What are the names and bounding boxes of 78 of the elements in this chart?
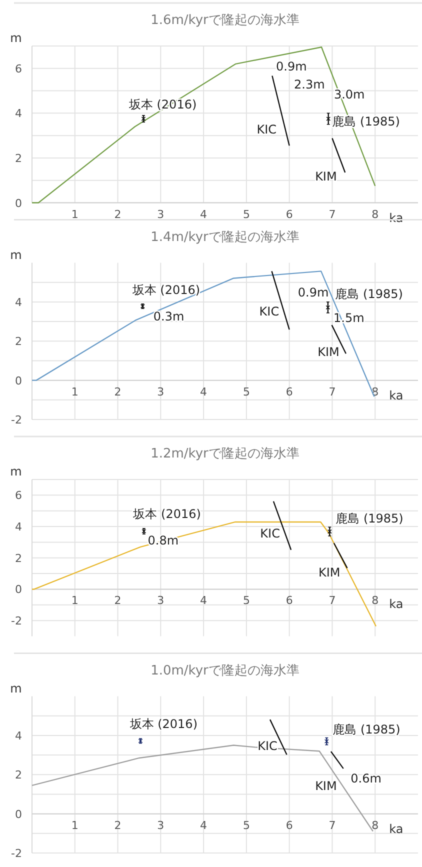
y-tick-label: 4 bbox=[15, 729, 22, 742]
y-tick-label: -2 bbox=[11, 414, 22, 426]
x-tick-label: 7 bbox=[328, 208, 336, 221]
chart-title: 1.2m/kyrで隆起の海水準 bbox=[150, 446, 300, 462]
x-tick-label: 3 bbox=[157, 208, 164, 221]
x-tick-label: 6 bbox=[286, 818, 293, 832]
y-tick-label: 2 bbox=[15, 552, 22, 565]
y-axis-title: m bbox=[10, 248, 22, 262]
x-tick-label: 2 bbox=[114, 594, 122, 608]
series-label: KIC bbox=[258, 738, 278, 753]
annotation: 0.3m bbox=[153, 309, 184, 324]
series-label: 坂本 (2016) bbox=[132, 506, 201, 521]
series-label: KIM bbox=[315, 169, 337, 184]
y-tick-label: 0 bbox=[15, 583, 22, 596]
annotation: 0.6m bbox=[350, 771, 382, 786]
x-tick-label: 7 bbox=[328, 594, 336, 608]
x-tick-label: 5 bbox=[242, 208, 250, 221]
y-tick-label: 4 bbox=[15, 296, 22, 309]
x-tick-label: 6 bbox=[286, 208, 293, 221]
annotation: 0.9m bbox=[298, 285, 329, 300]
x-tick-label: 2 bbox=[114, 208, 122, 221]
y-tick-label: 6 bbox=[15, 489, 22, 502]
y-tick-label: 0 bbox=[15, 196, 22, 210]
x-tick-label: 8 bbox=[372, 594, 379, 608]
x-tick-label: 6 bbox=[286, 594, 293, 608]
series-label: KIC bbox=[260, 526, 280, 541]
y-tick-label: 2 bbox=[15, 768, 22, 782]
x-tick-label: 4 bbox=[200, 818, 208, 832]
annotation: 2.3m bbox=[294, 78, 325, 92]
series-label: 鹿島 (1985) bbox=[336, 511, 404, 526]
x-tick-label: 2 bbox=[114, 385, 122, 398]
y-tick-label: 6 bbox=[15, 62, 22, 76]
y-tick-label: 0 bbox=[15, 374, 22, 388]
series-label: 坂本 (2016) bbox=[131, 283, 200, 298]
series-label: KIM bbox=[318, 344, 340, 359]
x-axis-title: ka bbox=[389, 597, 404, 612]
x-tick-label: 1 bbox=[71, 594, 78, 608]
y-tick-label: 0 bbox=[15, 808, 22, 821]
series-label: 鹿島 (1985) bbox=[335, 287, 403, 302]
x-tick-label: 5 bbox=[242, 818, 250, 832]
x-axis-title: ka bbox=[389, 388, 404, 402]
x-tick-label: 8 bbox=[372, 208, 379, 221]
y-tick-label: 4 bbox=[15, 520, 22, 534]
x-tick-label: 5 bbox=[242, 385, 250, 398]
x-tick-label: 3 bbox=[157, 818, 164, 832]
x-tick-label: 5 bbox=[242, 594, 250, 608]
y-axis-title: m bbox=[10, 681, 22, 696]
series-label: KIM bbox=[315, 779, 337, 794]
x-tick-label: 1 bbox=[71, 385, 78, 398]
x-tick-label: 3 bbox=[157, 385, 164, 398]
x-tick-label: 4 bbox=[200, 385, 208, 398]
x-tick-label: 7 bbox=[328, 385, 336, 398]
x-tick-label: 3 bbox=[157, 594, 164, 608]
series-label: 坂本 (2016) bbox=[128, 716, 198, 731]
x-tick-label: 4 bbox=[200, 208, 208, 221]
y-tick-label: 2 bbox=[15, 152, 22, 165]
chart-title: 1.4m/kyrで隆起の海水準 bbox=[150, 230, 300, 245]
x-tick-label: 1 bbox=[71, 818, 78, 832]
y-tick-label: -2 bbox=[11, 614, 22, 628]
x-tick-label: 7 bbox=[328, 818, 336, 832]
x-tick-label: 8 bbox=[372, 818, 379, 832]
series-label: KIC bbox=[259, 304, 280, 319]
y-tick-label: 4 bbox=[15, 107, 22, 120]
annotation: 0.9m bbox=[276, 60, 307, 74]
x-tick-label: 2 bbox=[114, 818, 122, 832]
series-label: KIM bbox=[318, 566, 340, 580]
y-tick-label: 2 bbox=[15, 335, 22, 348]
series-label: KIC bbox=[256, 122, 277, 136]
series-label: 鹿島 (1985) bbox=[332, 722, 400, 736]
y-tick-label: -2 bbox=[11, 847, 22, 860]
y-axis-title: m bbox=[10, 31, 22, 45]
x-tick-label: 6 bbox=[286, 385, 293, 398]
x-axis-title: ka bbox=[389, 822, 404, 836]
y-axis-title: m bbox=[10, 464, 22, 478]
x-tick-label: 1 bbox=[71, 208, 78, 221]
x-tick-label: 4 bbox=[200, 594, 208, 608]
chart-title: 1.0m/kyrで隆起の海水準 bbox=[150, 663, 300, 678]
chart-title: 1.6m/kyrで隆起の海水準 bbox=[150, 13, 300, 28]
